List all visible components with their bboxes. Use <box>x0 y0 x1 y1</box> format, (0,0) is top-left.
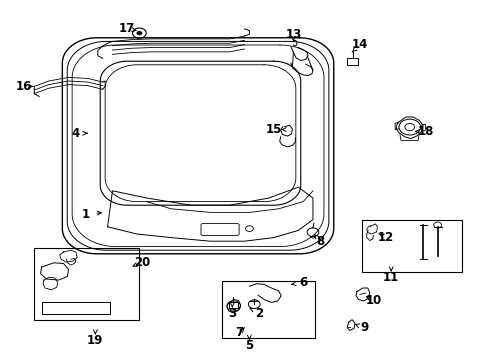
Text: 4: 4 <box>72 127 80 140</box>
Text: 9: 9 <box>360 321 367 334</box>
Text: 8: 8 <box>316 235 324 248</box>
Text: 10: 10 <box>365 294 382 307</box>
Bar <box>346 58 357 65</box>
Text: 11: 11 <box>382 271 399 284</box>
Text: 2: 2 <box>255 307 263 320</box>
Text: 15: 15 <box>265 123 282 136</box>
Text: 18: 18 <box>416 125 433 138</box>
Text: 12: 12 <box>377 231 394 244</box>
Text: 19: 19 <box>87 334 103 347</box>
Text: 7: 7 <box>235 327 243 339</box>
Text: 6: 6 <box>299 276 306 289</box>
Bar <box>34 248 139 320</box>
Text: 17: 17 <box>119 22 135 35</box>
Bar <box>41 302 110 314</box>
Text: 14: 14 <box>350 39 367 51</box>
Text: 1: 1 <box>81 208 89 221</box>
Text: 20: 20 <box>133 256 150 269</box>
Circle shape <box>136 31 142 35</box>
Bar <box>361 220 461 272</box>
Bar <box>228 302 237 308</box>
FancyBboxPatch shape <box>201 224 239 235</box>
Text: 16: 16 <box>15 80 32 93</box>
Text: 3: 3 <box>228 307 236 320</box>
Bar <box>222 281 315 338</box>
Text: 13: 13 <box>285 28 301 41</box>
Text: 5: 5 <box>245 339 253 352</box>
